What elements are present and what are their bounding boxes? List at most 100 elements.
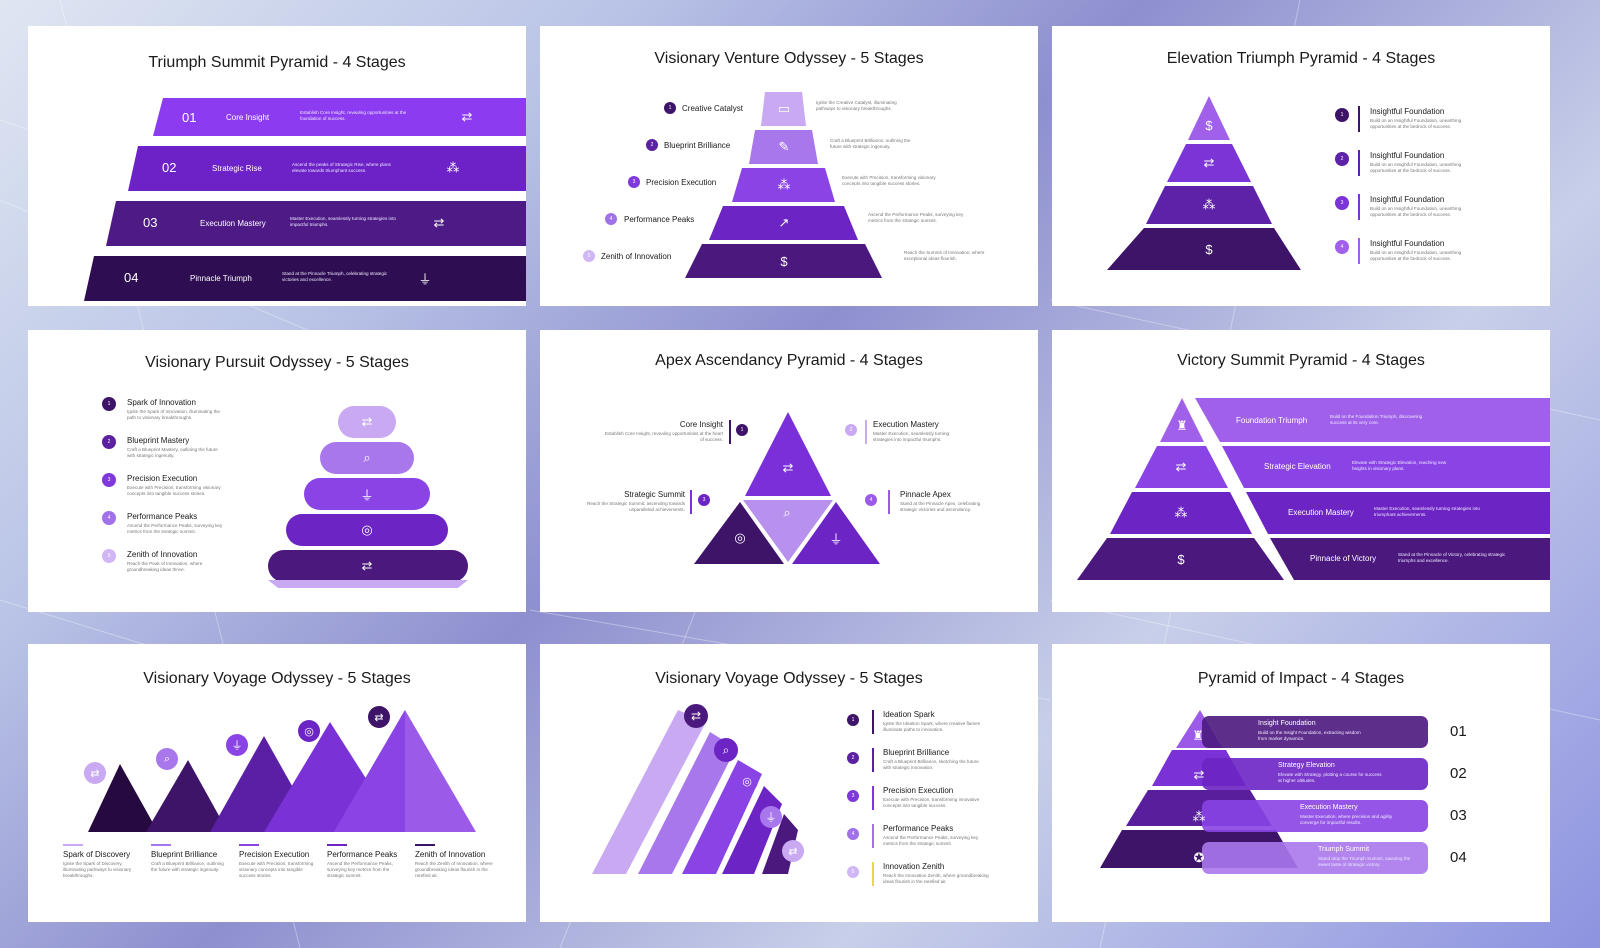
network-icon: ⁂ [1192, 809, 1206, 824]
slide-victory-summit[interactable]: Victory Summit Pyramid - 4 Stages ♜ ⇄ ⁂ … [1052, 330, 1550, 612]
step-label: Precision Execution [883, 786, 954, 795]
step-desc: Reach the Peak of Innovation, where grou… [127, 561, 203, 572]
row-desc: Master Execution, seamlessly turning str… [1374, 506, 1480, 517]
step-badge: 5 [583, 250, 595, 262]
item-label: Performance Peaks [327, 850, 398, 859]
row-number: 02 [1450, 765, 1467, 782]
step-label: Precision Execution [127, 474, 198, 483]
row-desc: Master Execution, seamlessly turning str… [290, 216, 396, 227]
route-icon: ⇄ [368, 706, 390, 728]
route-icon: ⇄ [684, 704, 708, 728]
split-pyramid [1077, 398, 1550, 580]
step-desc: Ascend the Performance Peaks, surveying … [127, 523, 223, 534]
slide-visionary-voyage-mountains[interactable]: Visionary Voyage Odyssey - 5 Stages ⇄ ⌕ … [28, 644, 526, 922]
step-badge: 3 [102, 473, 116, 487]
step-desc: Execute with Precision, transforming vis… [842, 175, 936, 186]
network-icon: ⁂ [1202, 197, 1216, 212]
divider [872, 786, 874, 810]
row-label: Triumph Summit [1318, 846, 1370, 853]
row-number: 03 [143, 215, 158, 230]
step-badge: 1 [736, 424, 748, 436]
route-icon: ⇄ [1193, 767, 1205, 782]
badge-icon: ✪ [1193, 850, 1205, 865]
step-label: Insightful Foundation [1370, 107, 1445, 116]
slide-title: Visionary Venture Odyssey - 5 Stages [654, 50, 924, 67]
step-desc: Execute with Precision, transforming vis… [127, 485, 221, 496]
slide-apex-ascendancy[interactable]: Apex Ascendancy Pyramid - 4 Stages ⇄ ⌕ ◎… [540, 330, 1038, 612]
step-label: Performance Peaks [883, 824, 954, 833]
edit-icon: ✎ [778, 139, 790, 154]
step-badge: 1 [847, 714, 859, 726]
item-desc: Ignite the Spark of Discovery, illuminat… [63, 861, 132, 878]
item-label: Core Insight [679, 420, 723, 429]
divider [729, 420, 731, 444]
funnel-icon: ⏚ [760, 806, 782, 828]
row-desc: Establish Core Insight, revealing opport… [300, 110, 407, 121]
divider [872, 824, 874, 848]
step-desc: Build on an Insightful Foundation, unear… [1370, 250, 1462, 261]
slide-title: Elevation Triumph Pyramid - 4 Stages [1166, 50, 1436, 67]
step-label: Insightful Foundation [1370, 239, 1445, 248]
item-desc: Craft a Blueprint Brilliance, outlining … [151, 861, 224, 872]
step-label: Insightful Foundation [1370, 151, 1445, 160]
step-label: Creative Catalyst [682, 104, 743, 113]
chart-icon: ↗ [778, 215, 790, 230]
triangle-segments [694, 412, 880, 564]
row-desc: Stand at the Pinnacle Triumph, celebrati… [282, 271, 388, 282]
step-label: Ideation Spark [883, 710, 935, 719]
step-desc: Craft a Blueprint Brilliance, sketching … [883, 759, 979, 770]
presentation-icon: ▭ [777, 101, 791, 116]
row-desc: Stand at the Pinnacle of Victory, celebr… [1398, 552, 1506, 563]
item-label: Zenith of Innovation [415, 850, 486, 859]
funnel-icon: ⏚ [226, 734, 248, 756]
step-label: Blueprint Mastery [127, 436, 190, 445]
mountain-peaks [88, 710, 476, 832]
step-badge: 2 [102, 435, 116, 449]
item-desc: Master Execution, seamlessly turning str… [873, 431, 950, 442]
divider [690, 490, 692, 514]
row-number: 04 [1450, 849, 1467, 866]
step-badge: 1 [1335, 108, 1349, 122]
slide-visionary-venture[interactable]: Visionary Venture Odyssey - 5 Stages ▭ ✎… [540, 26, 1038, 306]
step-label: Zenith of Innovation [127, 550, 198, 559]
step-desc: Execute with Precision, transforming inn… [883, 797, 980, 808]
slide-title: Victory Summit Pyramid - 4 Stages [1177, 352, 1425, 369]
slide-triumph-summit[interactable]: Triumph Summit Pyramid - 4 Stages 01 Cor… [28, 26, 526, 306]
row-desc: Elevate with Strategy, plotting a course… [1278, 772, 1382, 783]
route-icon: ⇄ [461, 109, 473, 124]
accent-bar [63, 844, 83, 846]
row-number: 02 [162, 160, 177, 175]
funnel-icon: ⏚ [418, 271, 432, 287]
item-label: Execution Mastery [873, 420, 939, 429]
stacked-pills [268, 406, 468, 588]
funnel-icon: ⏚ [829, 531, 843, 547]
row-number: 01 [182, 110, 197, 125]
step-badge: 2 [1335, 152, 1349, 166]
slide-elevation-triumph[interactable]: Elevation Triumph Pyramid - 4 Stages $ ⇄… [1052, 26, 1550, 306]
item-desc: Reach the Strategic Summit, ascending to… [586, 501, 685, 512]
step-badge: 4 [865, 494, 877, 506]
step-badge: 3 [628, 176, 640, 188]
target-icon: ◎ [734, 530, 746, 545]
step-badge: 2 [847, 752, 859, 764]
step-label: Innovation Zenith [883, 862, 945, 871]
dollar-icon: $ [1177, 551, 1185, 567]
route-icon: ⇄ [1203, 155, 1215, 170]
item-desc: Execute with Precision, transforming vis… [239, 861, 314, 878]
slide-pyramid-of-impact[interactable]: Pyramid of Impact - 4 Stages ♜ ⇄ ⁂ ✪ Ins… [1052, 644, 1550, 922]
row-number: 01 [1450, 723, 1467, 740]
route-icon: ⇄ [361, 414, 373, 429]
step-desc: Reach the Innovation Zenith, where groun… [883, 873, 989, 884]
row-label: Insight Foundation [1258, 720, 1316, 727]
step-desc: Build on an Insightful Foundation, unear… [1370, 206, 1462, 217]
funnel-icon: ⏚ [360, 487, 374, 503]
network-icon: ⁂ [446, 160, 460, 175]
divider [872, 862, 874, 886]
slide-visionary-voyage-slanted[interactable]: Visionary Voyage Odyssey - 5 Stages ⇄ ⌕ … [540, 644, 1038, 922]
step-label: Spark of Innovation [127, 398, 196, 407]
step-badge: 4 [102, 511, 116, 525]
row-desc: Master Execution, where precision and ag… [1300, 814, 1393, 825]
item-label: Precision Execution [239, 850, 310, 859]
search-icon: ⌕ [783, 505, 791, 520]
slide-visionary-pursuit[interactable]: Visionary Pursuit Odyssey - 5 Stages ⇄ ⌕… [28, 330, 526, 612]
